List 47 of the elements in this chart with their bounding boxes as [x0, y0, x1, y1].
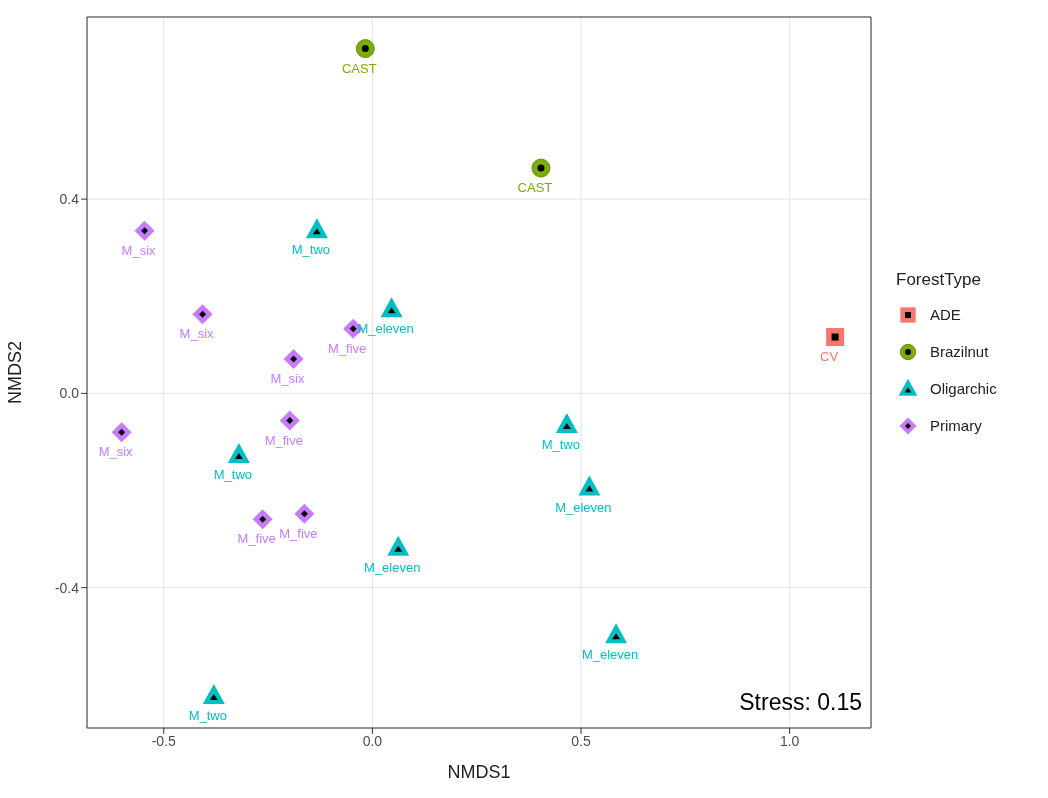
annotation: M_eleven: [555, 499, 612, 515]
annotation: M_five: [264, 432, 303, 448]
annotation: M_eleven: [364, 559, 421, 575]
annotation: M_two: [213, 467, 253, 483]
point: [111, 422, 132, 443]
x-tick-label: 0.5: [571, 732, 591, 749]
annotation: M_five: [279, 525, 318, 541]
legend-label: Oligarchic: [930, 380, 997, 397]
annotation: Stress: 0.15: [739, 689, 862, 716]
annotation: CAST: [517, 180, 553, 196]
y-tick-label: -0.4: [54, 579, 80, 596]
point: [605, 623, 628, 644]
annotation: M_two: [291, 242, 331, 258]
annotation: M_six: [270, 370, 306, 386]
point: [305, 218, 328, 239]
legend-label: ADE: [930, 306, 961, 323]
annotation: M_six: [98, 444, 134, 460]
point: [279, 410, 300, 431]
point: [192, 304, 213, 325]
annotation: M_two: [541, 436, 580, 452]
point: [134, 220, 155, 241]
y-tick-label: 0.0: [59, 385, 80, 402]
point: [294, 503, 315, 524]
legend-label: Brazilnut: [930, 343, 989, 360]
point: [826, 328, 845, 347]
point: [252, 509, 273, 530]
point: [531, 158, 551, 178]
annotation: M_eleven: [581, 647, 639, 663]
legend-title: ForestType: [896, 270, 983, 290]
point: [283, 348, 304, 369]
x-axis-title: NMDS1: [447, 762, 511, 782]
legend-label: Primary: [930, 417, 982, 434]
annotation: M_five: [328, 340, 367, 356]
x-tick-label: 1.0: [779, 732, 800, 749]
x-tick-label: 0.0: [362, 732, 383, 749]
annotation: M_six: [179, 326, 215, 342]
y-axis-title: NMDS2: [5, 340, 26, 405]
point: [380, 297, 403, 318]
annotation: M_two: [188, 707, 227, 723]
point: [355, 39, 375, 59]
annotation: CV: [820, 349, 839, 365]
annotation: CAST: [341, 60, 377, 76]
x-tick-label: -0.5: [151, 732, 177, 749]
annotation: M_eleven: [357, 321, 414, 337]
y-tick-label: 0.4: [59, 191, 80, 208]
annotation: M_five: [237, 531, 276, 547]
annotation: M_six: [121, 242, 157, 258]
